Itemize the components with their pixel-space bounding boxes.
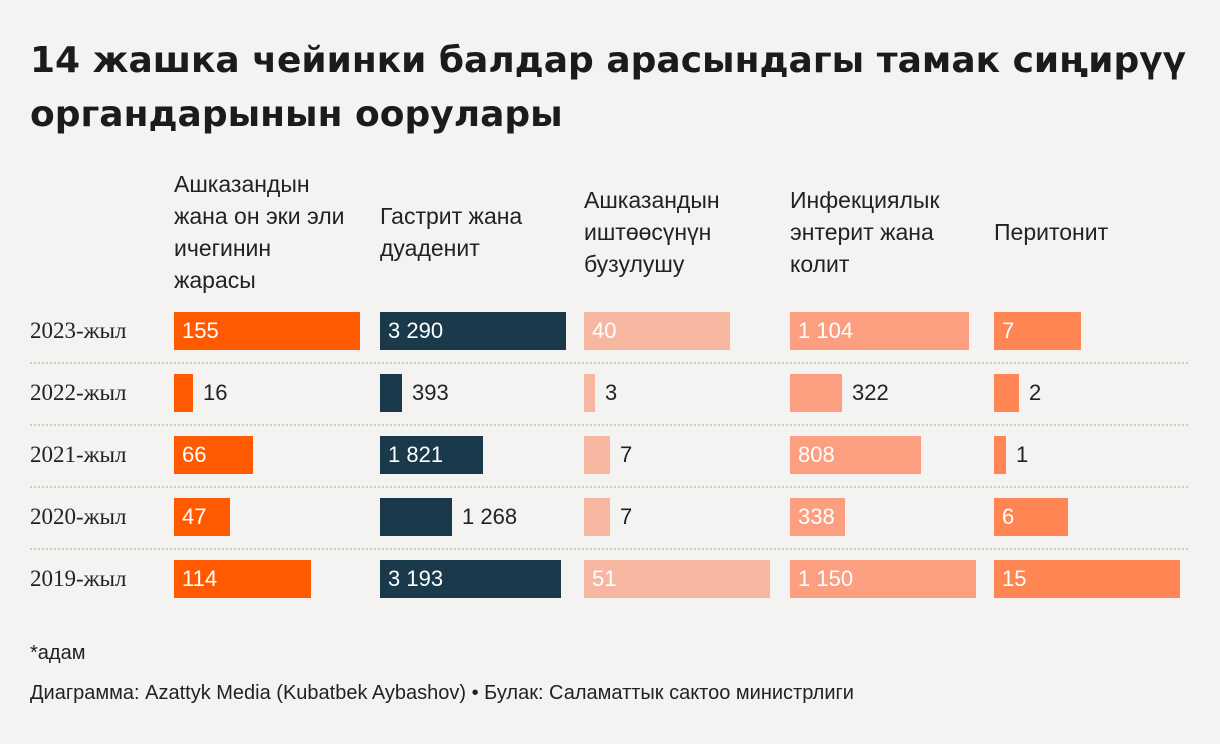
bar xyxy=(584,560,770,598)
bar xyxy=(790,374,842,412)
data-label: 66 xyxy=(182,442,207,467)
year-label: 2023-жыл xyxy=(30,318,127,343)
data-label: 1 150 xyxy=(798,566,854,591)
row-separator xyxy=(30,362,1188,364)
data-label: 155 xyxy=(182,318,219,343)
data-label: 3 xyxy=(605,380,618,405)
year-label: 2022-жыл xyxy=(30,380,127,405)
bar xyxy=(790,498,845,536)
data-label: 6 xyxy=(1002,504,1015,529)
bar xyxy=(584,498,610,536)
bar xyxy=(174,436,253,474)
row-separator xyxy=(30,548,1188,550)
bar xyxy=(790,436,921,474)
data-label: 1 821 xyxy=(388,442,444,467)
bar xyxy=(994,560,1180,598)
bar xyxy=(790,312,969,350)
data-label: 7 xyxy=(620,442,633,467)
bar xyxy=(380,374,402,412)
year-label: 2019-жыл xyxy=(30,566,127,591)
row-separator xyxy=(30,424,1188,426)
data-label: 51 xyxy=(592,566,617,591)
source-credit: Диаграмма: Azattyk Media (Kubatbek Aybas… xyxy=(30,682,854,704)
bar xyxy=(994,312,1081,350)
bar xyxy=(174,374,193,412)
bar xyxy=(994,374,1019,412)
data-label: 3 193 xyxy=(388,566,444,591)
data-label: 338 xyxy=(798,504,835,529)
bar xyxy=(380,560,561,598)
bar xyxy=(174,312,360,350)
data-label: 7 xyxy=(1002,318,1015,343)
data-label: 2 xyxy=(1029,380,1042,405)
unit-note: *адам xyxy=(30,642,86,664)
data-label: 1 268 xyxy=(462,504,518,529)
year-label: 2020-жыл xyxy=(30,504,127,529)
bar xyxy=(994,498,1068,536)
data-label: 322 xyxy=(852,380,889,405)
data-label: 1 xyxy=(1016,442,1029,467)
data-label: 7 xyxy=(620,504,633,529)
bar xyxy=(380,498,452,536)
chart-title: 14 жашка чейинки балдар арасындагы тамак… xyxy=(30,40,1187,135)
data-label: 808 xyxy=(798,442,835,467)
data-label: 15 xyxy=(1002,566,1027,591)
bar xyxy=(994,436,1006,474)
data-label: 114 xyxy=(182,566,218,591)
bar xyxy=(790,560,976,598)
bar xyxy=(174,498,230,536)
column-header-4: Инфекциялык энтерит жана колит xyxy=(790,187,940,277)
bar xyxy=(174,560,311,598)
year-label: 2021-жыл xyxy=(30,442,127,467)
column-header-3: Ашказандын иштөөсүнүн бузулушу xyxy=(584,187,720,277)
data-label: 393 xyxy=(412,380,449,405)
bar xyxy=(584,374,595,412)
column-header-2: Гастрит жана дуаденит xyxy=(380,203,523,261)
data-label: 16 xyxy=(203,380,228,405)
bar xyxy=(584,436,610,474)
bar xyxy=(380,312,566,350)
data-label: 40 xyxy=(592,318,617,343)
bar xyxy=(380,436,483,474)
data-label: 3 290 xyxy=(388,318,444,343)
column-header-5: Перитонит xyxy=(994,219,1109,245)
bar xyxy=(584,312,730,350)
row-separator xyxy=(30,486,1188,488)
data-label: 1 104 xyxy=(798,318,854,343)
column-header-1: Ашказандын жана он эки эли ичегинин жара… xyxy=(174,171,345,293)
data-label: 47 xyxy=(182,504,207,529)
